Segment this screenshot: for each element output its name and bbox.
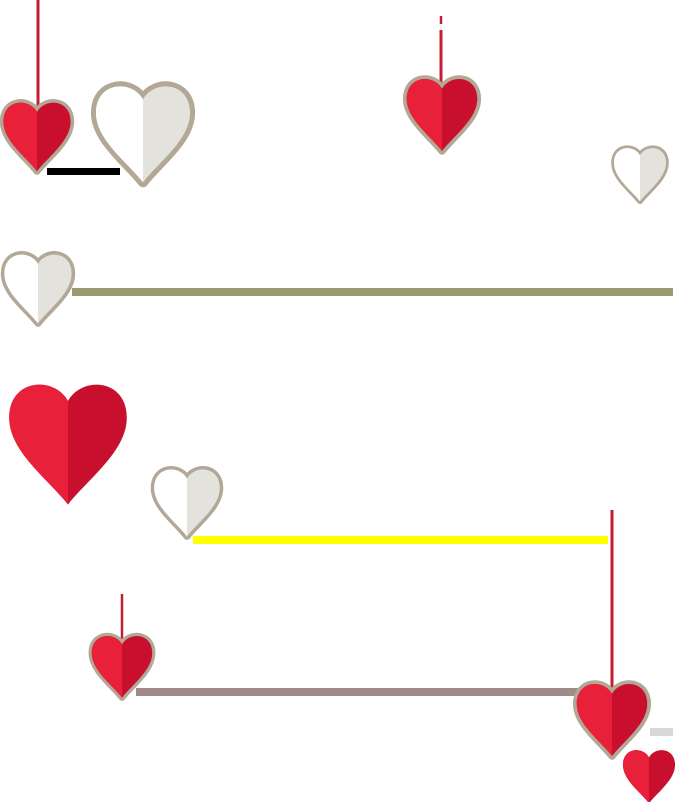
heart-white-top-right-icon (614, 148, 666, 201)
bar-olive (72, 288, 673, 296)
heart-white-mid-left-icon (4, 255, 71, 324)
heart-red-large-left-icon (9, 384, 127, 505)
heart-red-top-left-icon (3, 103, 70, 172)
bar-gray (650, 728, 673, 736)
bar-mauve (136, 688, 584, 696)
heart-white-top-left-icon (96, 86, 190, 182)
bars-layer (47, 168, 673, 736)
heart-red-bottom-right-icon (622, 750, 675, 802)
heart-red-lower-right-icon (577, 684, 648, 756)
bar-yellow (193, 536, 608, 544)
heart-white-center-left-icon (154, 470, 220, 537)
heart-red-top-center-icon (407, 79, 478, 151)
bar-black (47, 168, 120, 175)
